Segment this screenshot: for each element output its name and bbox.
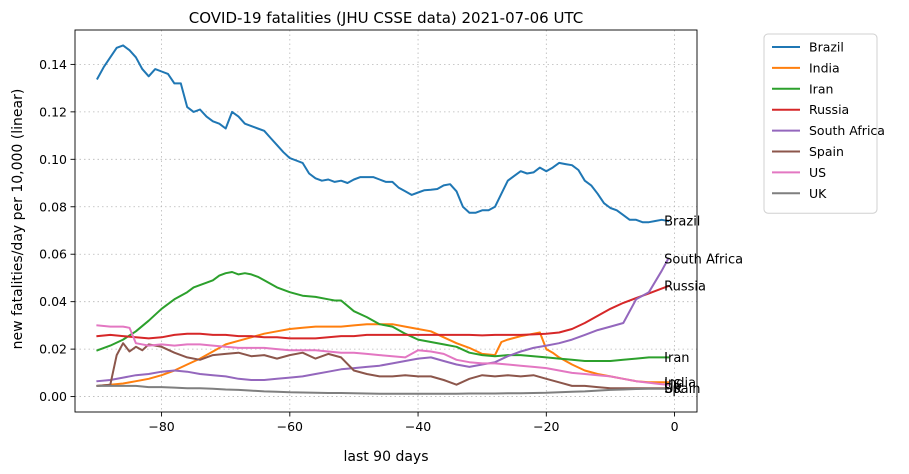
series-line-south-africa xyxy=(96,257,670,383)
legend-label-iran: Iran xyxy=(809,81,833,96)
x-tick-label: −20 xyxy=(533,419,559,434)
series-line-spain xyxy=(96,342,670,390)
y-tick-label: 0.08 xyxy=(39,199,67,214)
series-line-india xyxy=(96,323,670,387)
end-label-brazil: Brazil xyxy=(664,215,700,230)
y-tick-label: 0.10 xyxy=(39,152,67,167)
end-label-india: India xyxy=(664,376,696,391)
plot-area: Brazil India Iran Russia South Africa SpainUS… xyxy=(39,29,743,434)
end-label-spain: Spain xyxy=(664,382,700,397)
series-line-uk xyxy=(96,384,670,395)
end-label-iran: Iran xyxy=(664,351,689,366)
axes-frame xyxy=(74,29,698,413)
end-label-russia: Russia xyxy=(664,280,706,295)
y-tick-label: 0.00 xyxy=(39,389,67,404)
series-line-iran xyxy=(96,271,670,362)
x-tick-label: −60 xyxy=(277,419,303,434)
end-label-uk: UK xyxy=(664,382,683,397)
legend-label-russia: Russia xyxy=(809,102,849,117)
chart-title: COVID-19 fatalities (JHU CSSE data) 2021… xyxy=(189,9,583,27)
y-tick-label: 0.02 xyxy=(39,342,67,357)
legend-label-south-africa: South Africa xyxy=(809,123,885,138)
series-line-us xyxy=(96,324,670,386)
legend-label-spain: Spain xyxy=(809,144,844,159)
legend-label-brazil: Brazil xyxy=(809,40,844,55)
end-label-south-africa: South Africa xyxy=(664,252,743,267)
end-label-us: US xyxy=(664,378,682,393)
legend-label-uk: UK xyxy=(809,186,827,201)
x-axis-label: last 90 days xyxy=(343,449,428,465)
x-tick-label: −80 xyxy=(148,419,174,434)
legend: Brazil India Iran Russia South Africa Spain US… xyxy=(763,33,885,214)
y-tick-label: 0.06 xyxy=(39,247,67,262)
legend-box xyxy=(763,33,878,214)
legend-label-india: India xyxy=(809,60,840,75)
x-tick-label: −40 xyxy=(405,419,431,434)
series-line-russia xyxy=(96,284,670,340)
y-axis-label: new fatalities/day per 10,000 (linear) xyxy=(10,89,26,350)
y-tick-label: 0.14 xyxy=(39,57,67,72)
legend-label-us: US xyxy=(809,165,826,180)
series-line-brazil xyxy=(96,44,670,224)
y-tick-label: 0.04 xyxy=(39,294,67,309)
y-tick-label: 0.12 xyxy=(39,104,67,119)
x-tick-label: 0 xyxy=(671,419,679,434)
